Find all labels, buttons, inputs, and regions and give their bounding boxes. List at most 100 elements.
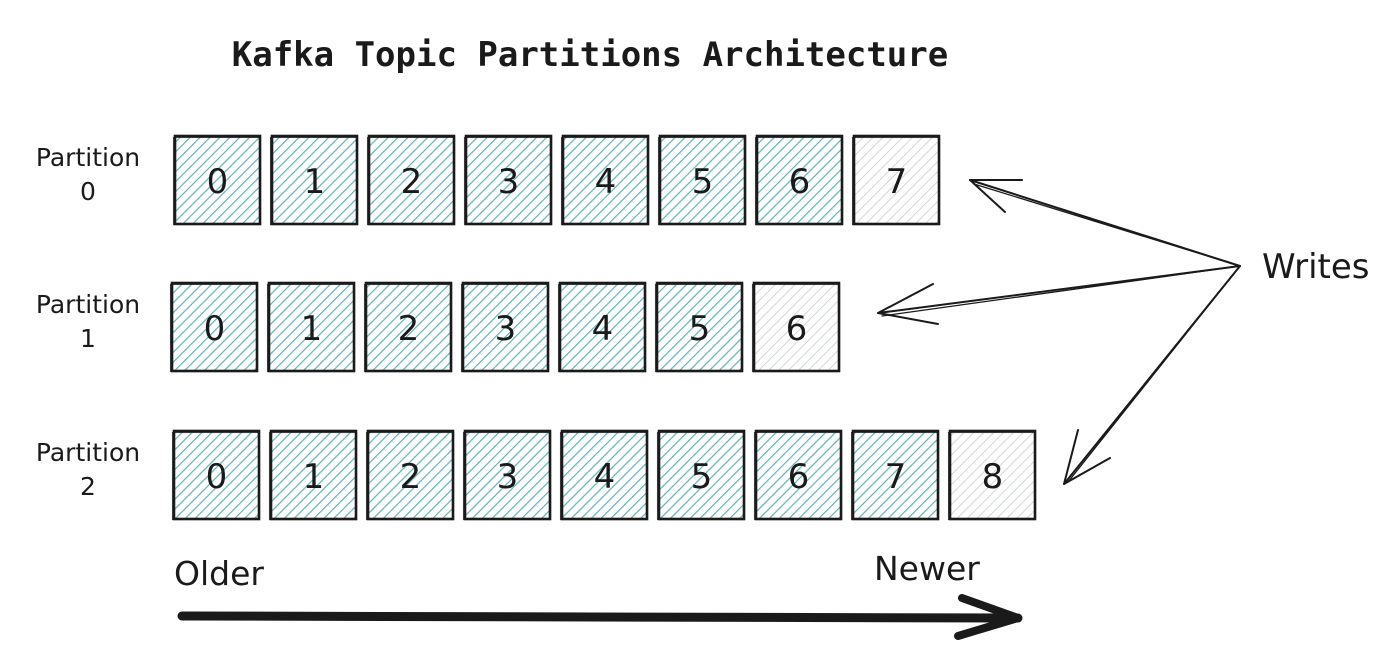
offset-number: 0: [206, 457, 228, 497]
offset-cell: 7: [850, 429, 940, 521]
offset-cell-sketch: [460, 283, 550, 373]
write-arrow-head-0: [969, 179, 1023, 213]
offset-cell: 5: [657, 134, 747, 226]
offset-cell: 4: [559, 429, 649, 521]
offset-cell-sketch: [754, 136, 844, 226]
offset-cell-sketch: [365, 431, 455, 521]
offset-number: 4: [592, 309, 614, 349]
offset-cell: 1: [268, 429, 358, 521]
offset-cell-sketch: [657, 136, 747, 226]
offset-number: 3: [495, 309, 517, 349]
offset-cell-box: [558, 281, 647, 373]
offset-cell-sketch: [559, 431, 649, 521]
offset-cell: 6: [753, 429, 843, 521]
offset-cell: 0: [169, 281, 259, 373]
offset-cell: 5: [656, 429, 746, 521]
offset-number: 4: [595, 162, 617, 202]
partition-number: 1: [80, 324, 96, 353]
partition-label: Partition: [36, 438, 140, 467]
offset-cell: 3: [462, 429, 552, 521]
offset-number: 3: [498, 162, 520, 202]
offset-cell-sketch: [462, 431, 552, 521]
newest-offset-cell: 8: [947, 429, 1037, 521]
offset-cell: 5: [654, 281, 744, 373]
offset-cell-box: [367, 134, 456, 226]
offset-cell: 0: [172, 134, 262, 226]
write-arrow-head-1: [877, 283, 939, 325]
partition-number: 0: [80, 177, 96, 206]
page-title: Kafka Topic Partitions Architecture: [232, 35, 948, 75]
offset-cell-box: [852, 134, 941, 226]
offset-number: 6: [789, 162, 811, 202]
offset-number: 1: [304, 162, 326, 202]
offset-cell: 0: [171, 429, 261, 521]
offset-cell-sketch: [557, 283, 647, 373]
offset-cell-box: [461, 281, 550, 373]
offset-cell-sketch: [169, 283, 259, 373]
offset-cell-sketch: [366, 136, 456, 226]
offset-cell: 4: [557, 281, 647, 373]
offset-cell-sketch: [560, 136, 650, 226]
offset-cell-box: [755, 134, 844, 226]
offset-cell: 2: [366, 134, 456, 226]
offset-cell-box: [172, 429, 261, 521]
offset-cell-sketch: [269, 136, 359, 226]
time-axis-arrow: [177, 594, 1023, 640]
offset-cell-box: [463, 429, 552, 521]
offset-cell-box: [170, 281, 259, 373]
offset-cell-box: [851, 429, 940, 521]
write-arrow-head-2: [1063, 429, 1111, 485]
offset-number: 2: [398, 309, 420, 349]
offset-cell-sketch: [947, 431, 1037, 521]
offset-cell: 1: [269, 134, 359, 226]
partition-label: Partition: [36, 290, 140, 319]
offset-cell: 4: [560, 134, 650, 226]
offset-cell-sketch: [172, 136, 262, 226]
offset-cell-sketch: [463, 136, 553, 226]
offset-number: 3: [497, 457, 519, 497]
partition-number: 2: [80, 472, 96, 501]
newer-label: Newer: [874, 549, 980, 588]
offset-cell-box: [658, 134, 747, 226]
older-label: Older: [174, 554, 264, 593]
offset-number: 2: [401, 162, 423, 202]
offset-cell: 2: [365, 429, 455, 521]
offset-number: 4: [594, 457, 616, 497]
offset-cell-box: [267, 281, 356, 373]
partition-row-1: Partition 1 0 1 2 3 4 5 6: [36, 281, 841, 373]
offset-cell-sketch: [266, 283, 356, 373]
newest-offset-cell: 6: [751, 281, 841, 373]
offset-cell-sketch: [654, 283, 744, 373]
offset-cell: 3: [460, 281, 550, 373]
partition-label: Partition: [36, 143, 140, 172]
offset-number: 2: [400, 457, 422, 497]
offset-number: 0: [207, 162, 229, 202]
offset-cell: 3: [463, 134, 553, 226]
offset-number: 6: [788, 457, 810, 497]
offset-cell-box: [173, 134, 262, 226]
offset-number: 5: [689, 309, 711, 349]
offset-cell-sketch: [851, 136, 941, 226]
offset-cell-sketch: [753, 431, 843, 521]
offset-number: 8: [982, 457, 1004, 497]
partition-row-0: Partition 0 0 1 2 3 4 5 6 7: [36, 134, 941, 226]
offset-number: 5: [691, 457, 713, 497]
newest-offset-cell: 7: [851, 134, 941, 226]
offset-number: 5: [692, 162, 714, 202]
offset-cell-sketch: [656, 431, 746, 521]
offset-cell-sketch: [268, 431, 358, 521]
offset-cell-sketch: [850, 431, 940, 521]
offset-cell: 6: [754, 134, 844, 226]
offset-number: 1: [301, 309, 323, 349]
offset-cell-sketch: [751, 283, 841, 373]
writes-label: Writes: [1262, 247, 1369, 287]
offset-cell-box: [657, 429, 746, 521]
offset-number: 1: [303, 457, 325, 497]
offset-cell: 1: [266, 281, 356, 373]
offset-cell-sketch: [363, 283, 453, 373]
offset-cell: 2: [363, 281, 453, 373]
offset-number: 6: [786, 309, 808, 349]
partition-row-2: Partition 2 0 1 2 3 4 5 6 7 8: [36, 429, 1037, 521]
